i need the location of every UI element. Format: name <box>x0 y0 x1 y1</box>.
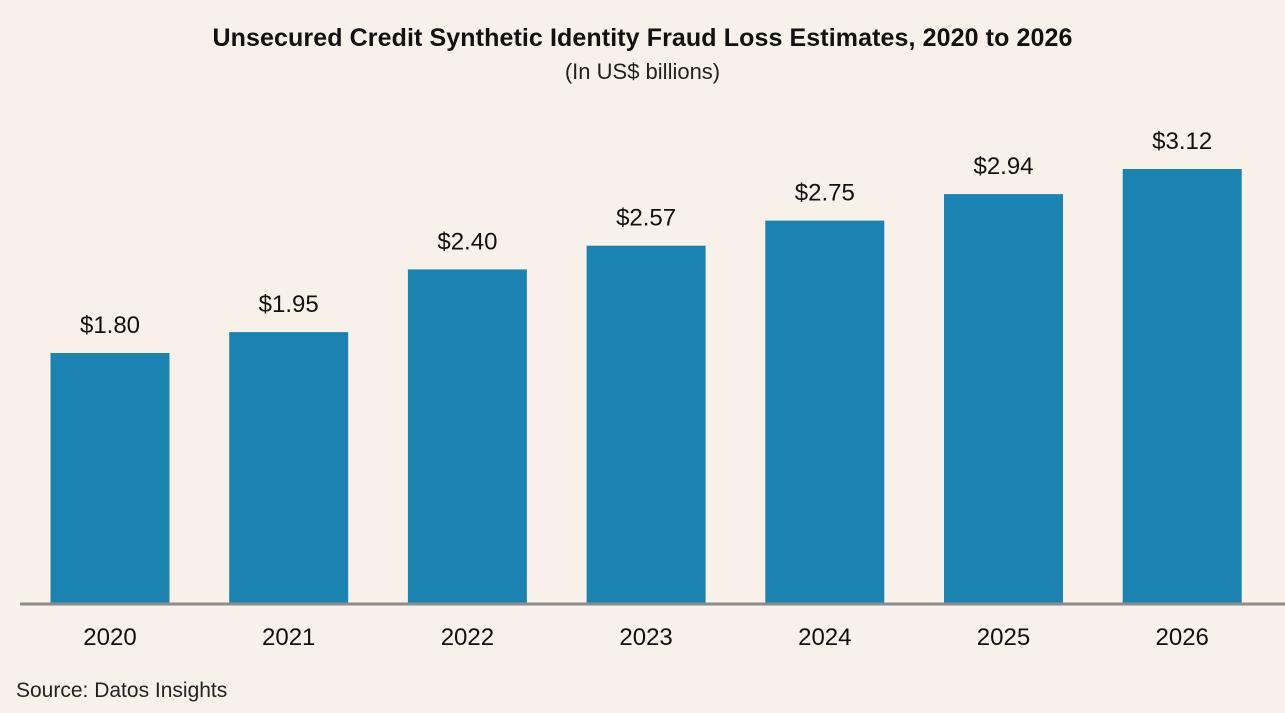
bar-2025 <box>944 194 1063 604</box>
bar-2026 <box>1122 169 1242 604</box>
bar-2020 <box>50 353 170 604</box>
value-labels-layer: $1.80 $1.95 $2.40 $2.57 $2.75 $2.94 $3.12 <box>80 128 1212 339</box>
bar-2021 <box>229 332 349 604</box>
bar-2022 <box>407 269 527 604</box>
value-label-2024: $2.75 <box>795 180 855 207</box>
chart-title: Unsecured Credit Synthetic Identity Frau… <box>212 24 1073 52</box>
value-label-2022: $2.40 <box>437 228 497 255</box>
value-label-2020: $1.80 <box>80 312 140 339</box>
x-tick-label-2024: 2024 <box>798 624 851 651</box>
value-label-2021: $1.95 <box>259 291 319 318</box>
x-tick-label-2021: 2021 <box>262 624 315 651</box>
value-label-2025: $2.94 <box>973 153 1033 180</box>
value-label-2023: $2.57 <box>616 205 676 232</box>
source-note: Source: Datos Insights <box>16 679 228 702</box>
bar-2023 <box>586 245 706 604</box>
x-tick-label-2025: 2025 <box>977 624 1030 651</box>
bars-layer <box>50 169 1242 604</box>
x-tick-label-2026: 2026 <box>1156 624 1209 651</box>
x-tick-label-2020: 2020 <box>83 624 136 651</box>
bar-2024 <box>765 220 885 604</box>
x-tick-label-2022: 2022 <box>441 624 494 651</box>
value-label-2026: $3.12 <box>1152 128 1212 155</box>
chart-subtitle: (In US$ billions) <box>564 59 721 84</box>
x-tick-label-2023: 2023 <box>619 624 672 651</box>
tick-labels-layer: 2020 2021 2022 2023 2024 2025 2026 <box>83 624 1209 651</box>
